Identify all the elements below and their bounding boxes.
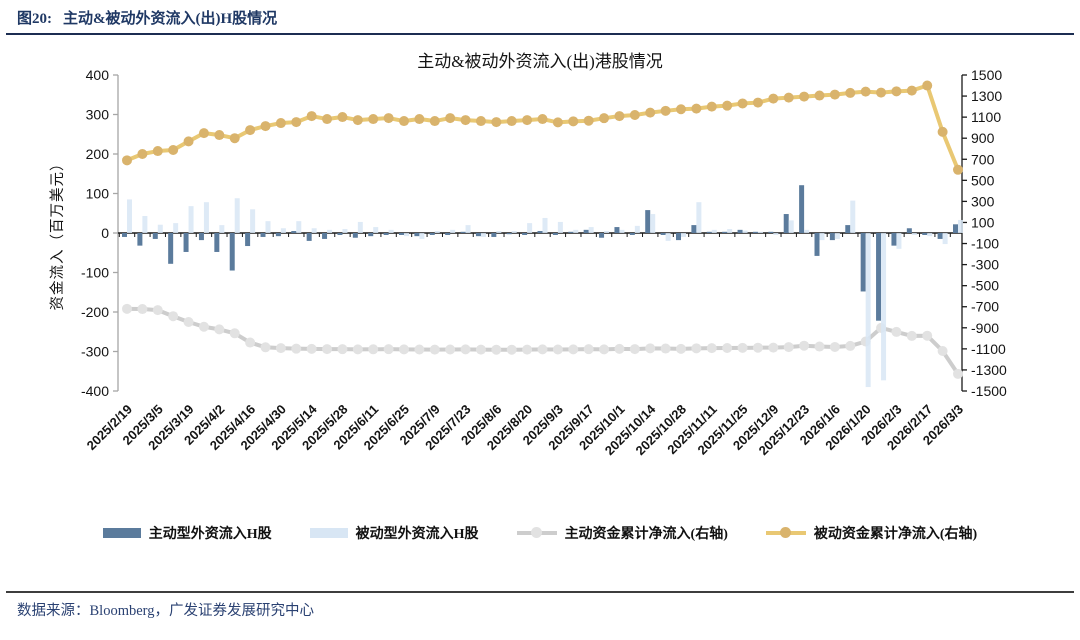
legend-item-active-cumulative-line: 主动资金累计净流入(右轴) [516,523,728,543]
svg-text:100: 100 [86,186,110,202]
svg-text:-700: -700 [971,299,999,315]
svg-text:900: 900 [971,130,995,146]
figure-number: 图20: [17,11,52,27]
svg-text:400: 400 [86,67,110,83]
figure-title: 主动&被动外资流入(出)H股情况 [63,11,278,27]
svg-text:1100: 1100 [971,109,1001,125]
svg-text:资金流入（百万美元）: 资金流入（百万美元） [49,156,66,311]
svg-text:1300: 1300 [971,88,1002,104]
svg-text:0: 0 [101,225,109,241]
footer-divider [6,591,1074,593]
svg-text:-1500: -1500 [971,383,1007,399]
svg-text:300: 300 [86,107,110,123]
svg-text:-100: -100 [971,236,999,252]
svg-text:主动&被动外资流入(出)港股情况: 主动&被动外资流入(出)港股情况 [417,52,663,71]
svg-text:300: 300 [971,193,995,209]
svg-text:200: 200 [86,146,110,162]
chart-legend: 主动型外资流入H股 被动型外资流入H股 主动资金累计净流入(右轴) 被动资金累计… [0,523,1080,543]
legend-swatch-passive-line [765,527,806,538]
data-source: 数据来源：Bloomberg，广发证券发展研究中心 [17,603,314,619]
legend-item-passive-cumulative-line: 被动资金累计净流入(右轴) [765,523,978,543]
svg-text:100: 100 [971,214,995,230]
svg-text:-900: -900 [971,320,999,336]
legend-item-active-flow-bar: 主动型外资流入H股 [102,523,272,543]
figure-header: 图20: 主动&被动外资流入(出)H股情况 [17,7,277,28]
legend-label-passive-bar: 被动型外资流入H股 [355,527,479,542]
svg-text:-300: -300 [81,344,109,360]
svg-text:-500: -500 [971,278,999,294]
legend-swatch-passive-bar [309,528,348,538]
svg-text:-200: -200 [81,304,109,320]
svg-text:700: 700 [971,151,995,167]
svg-text:-400: -400 [81,383,109,399]
svg-text:-1300: -1300 [971,362,1007,378]
svg-text:1500: 1500 [971,67,1002,83]
svg-text:-1100: -1100 [971,341,1006,357]
legend-swatch-active-line [516,527,557,538]
svg-text:-300: -300 [971,257,999,273]
legend-swatch-active-bar [102,528,141,538]
legend-label-passive-line: 被动资金累计净流入(右轴) [813,527,978,542]
header-divider [6,33,1074,35]
legend-label-active-line: 主动资金累计净流入(右轴) [564,527,728,542]
svg-text:-100: -100 [81,265,109,281]
legend-item-passive-flow-bar: 被动型外资流入H股 [309,523,479,543]
svg-text:500: 500 [971,172,995,188]
legend-label-active-bar: 主动型外资流入H股 [148,527,272,542]
